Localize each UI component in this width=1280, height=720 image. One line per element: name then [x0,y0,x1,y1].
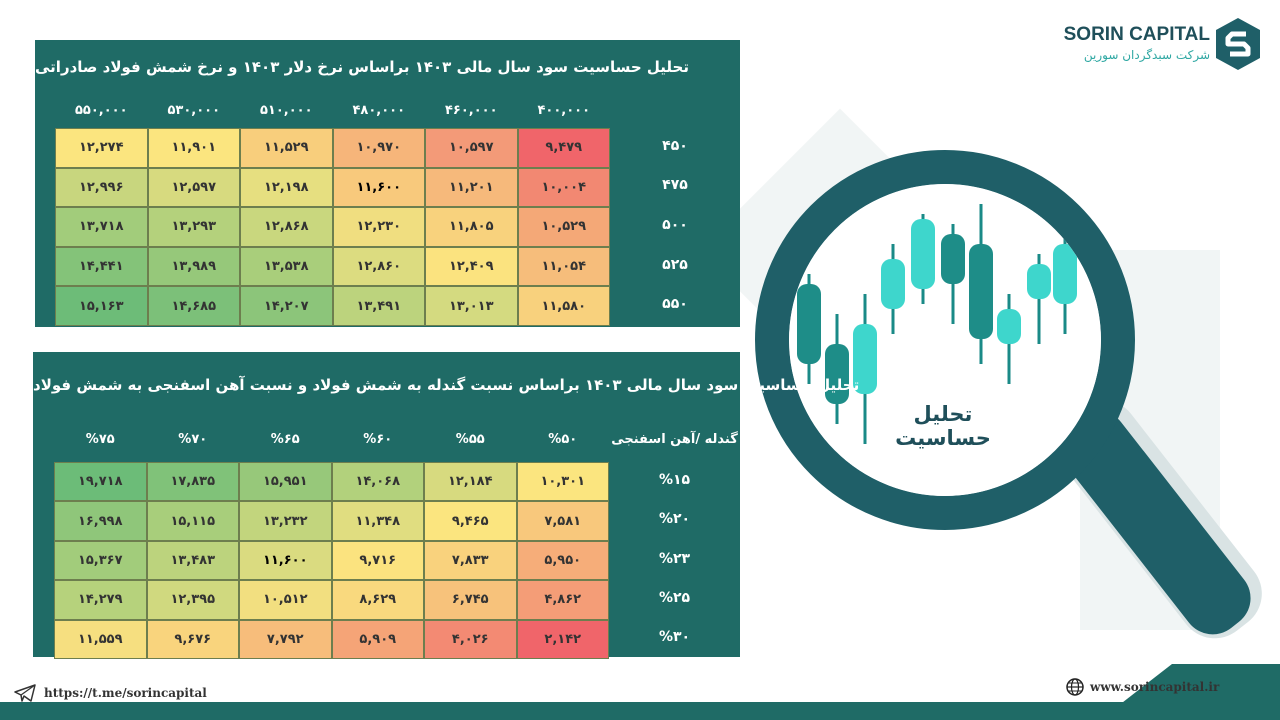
table-cell: ۱۵,۳۶۷ [54,540,147,581]
website-link[interactable]: www.sorincapital.ir [1066,678,1219,696]
table-1-title: تحلیل حساسیت سود سال مالی ۱۴۰۳ براساس نر… [35,58,689,76]
brand-name: SORIN CAPITAL [1063,24,1210,45]
row-label: ۵۰۰ [662,217,688,233]
table-cell: ۱۰,۵۹۷ [425,128,518,168]
table-cell: ۸,۶۲۹ [331,580,424,620]
table-cell: ۷,۵۸۱ [516,501,609,541]
table-cell: ۱۲,۱۹۸ [240,167,333,208]
table-cell: ۱۳,۲۹۳ [147,207,240,247]
table-cell: ۵,۹۰۹ [331,619,424,659]
table-cell: ۹,۴۷۹ [517,128,610,168]
table-cell: ۱۲,۱۸۴ [424,462,517,502]
column-header: ۴۶۰,۰۰۰ [444,103,498,118]
row-label: ۵۲۵ [662,256,688,273]
table-cell: ۱۱,۸۰۵ [425,207,518,247]
table-cell: ۲,۱۴۲ [516,619,609,659]
column-header: ۴۸۰,۰۰۰ [352,103,406,118]
table-cell: ۱۱,۲۰۱ [425,167,518,208]
column-header: ۵۱۰,۰۰۰ [259,103,313,118]
table-cell: ۱۲,۲۷۴ [55,128,148,168]
table-cell: ۱۴,۴۴۱ [55,246,148,287]
footer-bar [0,702,1280,720]
row-label: ۴۵۰ [662,137,688,154]
column-header: %۶۵ [270,432,300,447]
table-cell: ۹,۷۱۶ [331,540,424,581]
column-header: ۵۵۰,۰۰۰ [74,103,128,118]
table-cell: ۱۳,۵۳۸ [240,246,333,287]
column-header: %۶۰ [363,432,393,447]
table-cell: ۴,۰۲۶ [424,619,517,659]
magnifier-lens [755,150,1135,530]
table-cell: ۱۲,۹۹۶ [55,167,148,208]
table-cell: ۱۴,۲۰۷ [240,286,333,326]
table-cell: ۴,۸۶۲ [516,580,609,620]
table-cell: ۱۰,۰۰۴ [517,167,610,208]
table-cell: ۷,۷۹۲ [239,619,332,659]
table-cell: ۱۳,۰۱۳ [425,286,518,326]
telegram-url[interactable]: https://t.me/sorincapital [44,686,207,700]
table-cell: ۱۱,۶۰۰ [332,167,425,208]
brand-subtitle: شرکت سبدگردان سورین [1083,48,1210,62]
website-url[interactable]: www.sorincapital.ir [1090,680,1220,694]
table-cell: ۱۳,۹۸۹ [147,246,240,287]
column-header: %۷۵ [85,432,115,447]
table-cell: ۱۱,۳۴۸ [331,501,424,541]
row-label: %۲۰ [658,511,691,528]
table-cell: ۶,۷۴۵ [424,580,517,620]
row-label: %۳۰ [658,629,691,646]
table-cell: ۱۷,۸۳۵ [146,462,239,502]
table-cell: ۱۰,۵۱۲ [239,580,332,620]
table-2-corner-label: گندله /آهن اسفنجی [611,432,738,447]
table-cell: ۷,۸۳۳ [424,540,517,581]
telegram-icon [14,684,36,702]
table-cell: ۱۳,۴۹۱ [332,286,425,326]
table-cell: ۹,۶۷۶ [146,619,239,659]
candlestick-icon [797,204,1077,444]
table-cell: ۱۱,۹۰۱ [147,128,240,168]
table-cell: ۱۰,۳۰۱ [516,462,609,502]
table-cell: ۱۳,۷۱۸ [55,207,148,247]
table-cell: ۱۱,۶۰۰ [239,540,332,581]
globe-icon [1066,678,1084,696]
table-cell: ۵,۹۵۰ [516,540,609,581]
table-cell: ۱۴,۲۷۹ [54,580,147,620]
table-cell: ۱۲,۲۳۰ [332,207,425,247]
table-cell: ۱۲,۳۹۵ [146,580,239,620]
table-cell: ۱۵,۹۵۱ [239,462,332,502]
table-cell: ۹,۴۶۵ [424,501,517,541]
table-cell: ۱۱,۰۵۴ [517,246,610,287]
row-label: ۵۵۰ [662,296,688,313]
table-cell: ۱۳,۴۸۳ [146,540,239,581]
table-cell: ۱۹,۷۱۸ [54,462,147,502]
column-header: ۵۳۰,۰۰۰ [167,103,221,118]
table-cell: ۱۰,۹۷۰ [332,128,425,168]
table-cell: ۱۲,۴۰۹ [425,246,518,287]
column-header: %۷۰ [178,432,208,447]
table-cell: ۱۱,۵۸۰ [517,286,610,326]
column-header: ۴۰۰,۰۰۰ [537,103,591,118]
row-label: %۲۳ [658,550,691,567]
table-cell: ۱۲,۸۶۰ [332,246,425,287]
table-cell: ۱۳,۲۳۲ [239,501,332,541]
table-cell: ۱۵,۱۶۳ [55,286,148,326]
column-header: %۵۰ [548,432,578,447]
table-cell: ۱۵,۱۱۵ [146,501,239,541]
row-label: %۲۵ [658,589,691,606]
table-cell: ۱۲,۵۹۷ [147,167,240,208]
row-label: %۱۵ [658,471,691,488]
table-cell: ۱۱,۵۲۹ [240,128,333,168]
table-cell: ۱۴,۰۶۸ [331,462,424,502]
table-cell: ۱۴,۶۸۵ [147,286,240,326]
table-2-title: تحلیل حساسیت سود سال مالی ۱۴۰۳ براساس نس… [33,376,860,394]
table-cell: ۱۶,۹۹۸ [54,501,147,541]
table-cell: ۱۰,۵۲۹ [517,207,610,247]
table-cell: ۱۲,۸۶۸ [240,207,333,247]
row-label: ۴۷۵ [662,177,688,194]
sorin-logo-icon [1216,18,1260,70]
telegram-link[interactable]: https://t.me/sorincapital [14,684,207,702]
column-header: %۵۵ [455,432,485,447]
table-cell: ۱۱,۵۵۹ [54,619,147,659]
magnifier-title: تحلیل حساسیت [895,402,991,450]
